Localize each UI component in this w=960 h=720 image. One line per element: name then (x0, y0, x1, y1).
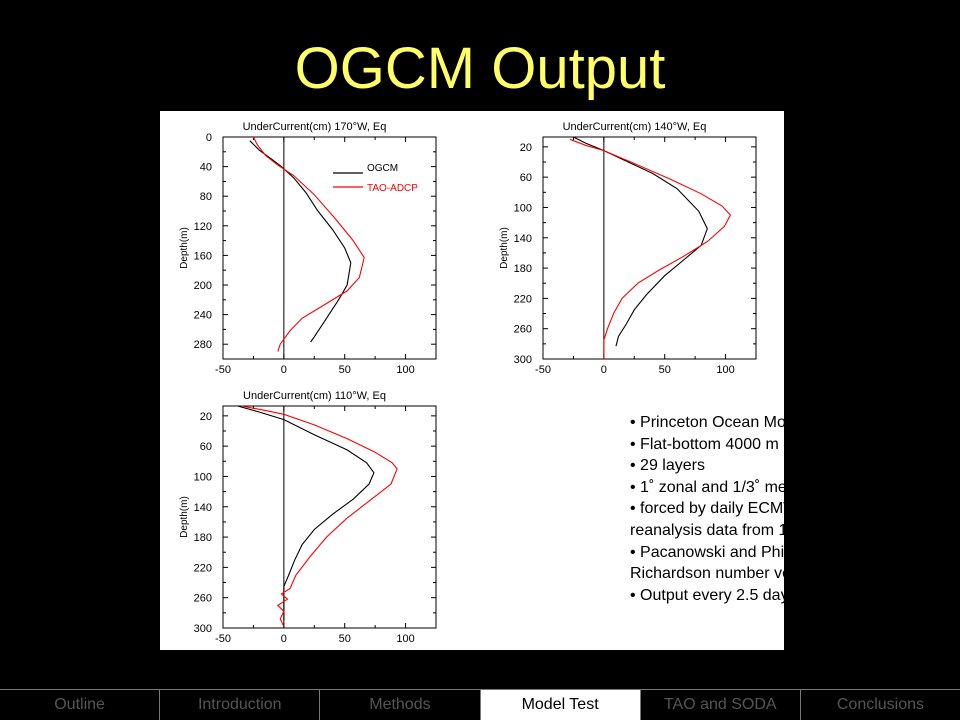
slide-title: OGCM Output (294, 36, 666, 101)
x-tick-label: 50 (339, 633, 351, 645)
y-tick-label: 220 (194, 562, 212, 574)
x-tick-label: 0 (281, 633, 287, 645)
series-line-tao-adcp (252, 136, 365, 352)
y-tick-label: 0 (206, 132, 212, 144)
legend-label-ogcm: OGCM (367, 163, 398, 174)
legend-label-tao-adcp: TAO-ADCP (367, 183, 418, 194)
plot-title: UnderCurrent(cm) 110°W, Eq (243, 390, 386, 402)
x-tick-label: 50 (339, 364, 351, 376)
plot-title: UnderCurrent(cm) 170°W, Eq (243, 121, 387, 133)
y-tick-label: 300 (194, 623, 212, 635)
x-tick-label: -50 (215, 633, 231, 645)
y-tick-label: 200 (194, 280, 212, 292)
plot-title: UnderCurrent(cm) 140°W, Eq (563, 121, 707, 133)
y-tick-label: 300 (514, 354, 532, 366)
nav-tab-model-test[interactable]: Model Test (480, 690, 641, 720)
y-tick-label: 220 (514, 293, 532, 305)
series-line-ogcm (249, 140, 352, 343)
plot-frame (542, 136, 757, 360)
bullet-item: Richardson number vertical mixing (630, 565, 876, 583)
y-tick-label: 40 (200, 162, 212, 174)
series-line-tao-adcp (569, 138, 732, 359)
y-tick-label: 100 (514, 202, 532, 214)
section-nav-bar: Outline Introduction Methods Model Test … (0, 689, 960, 720)
y-tick-label: 140 (194, 502, 212, 514)
y-tick-label: 20 (200, 411, 212, 423)
bullet-item: • Pacanowski and Philander 1981, (630, 543, 874, 561)
plot-170w: UnderCurrent(cm) 170°W, Eq Depth(m) -50 0 50… (179, 121, 757, 645)
x-tick-label: 100 (396, 364, 414, 376)
nav-tab-methods[interactable]: Methods (320, 690, 481, 720)
bullet-item: • 1˚ zonal and 1/3˚ meridional (630, 478, 839, 496)
x-tick-label: 0 (601, 364, 607, 376)
y-tick-label: 60 (520, 172, 532, 184)
x-tick-label: 100 (396, 633, 414, 645)
y-tick-label: 180 (514, 263, 532, 275)
series-line-ogcm (237, 405, 375, 621)
y-tick-label: 180 (194, 532, 212, 544)
figure-panel: UnderCurrent(cm) 170°W, Eq Depth(m) -50 0 50… (160, 111, 875, 650)
plot-frame (222, 405, 437, 629)
bullet-item: • Output every 2.5 days (630, 586, 797, 604)
y-tick-label: 280 (194, 339, 212, 351)
y-axis-label: Depth(m) (179, 496, 190, 538)
nav-tab-tao-and-soda[interactable]: TAO and SODA (641, 690, 801, 720)
series-line-ogcm (573, 136, 708, 347)
bullet-item: • forced by daily ECMWF-ERA 40 (630, 500, 868, 518)
y-tick-label: 260 (194, 593, 212, 605)
y-tick-label: 60 (200, 441, 212, 453)
y-tick-label: 140 (514, 233, 532, 245)
bullet-item: • Flat-bottom 4000 m deep (630, 435, 819, 453)
y-tick-label: 20 (520, 142, 532, 154)
y-tick-label: 100 (194, 471, 212, 483)
y-axis-label: Depth(m) (499, 227, 510, 269)
x-tick-label: 50 (659, 364, 671, 376)
x-tick-label: -50 (535, 364, 551, 376)
y-tick-label: 240 (194, 310, 212, 322)
x-tick-label: 0 (281, 364, 287, 376)
y-tick-label: 120 (194, 221, 212, 233)
model-description-list: • Princeton Ocean Model (POM) • Flat-bot… (630, 412, 940, 606)
bullet-item: • 29 layers (630, 457, 705, 475)
y-tick-label: 80 (200, 191, 212, 203)
nav-tab-conclusions[interactable]: Conclusions (836, 696, 925, 713)
plot-frame (222, 136, 437, 360)
bullet-item: • Princeton Ocean Model (POM) (630, 414, 859, 431)
nav-tab-introduction[interactable]: Introduction (160, 690, 321, 720)
x-tick-label: 100 (716, 364, 734, 376)
series-line-tao-adcp (241, 405, 398, 627)
y-axis-label: Depth(m) (179, 227, 190, 269)
y-tick-label: 160 (194, 250, 212, 262)
bullet-item: reanalysis data from 1979 to 2002 (630, 521, 872, 539)
x-tick-label: -50 (215, 364, 231, 376)
y-tick-label: 260 (514, 324, 532, 336)
nav-tab-outline[interactable]: Outline (0, 690, 161, 720)
